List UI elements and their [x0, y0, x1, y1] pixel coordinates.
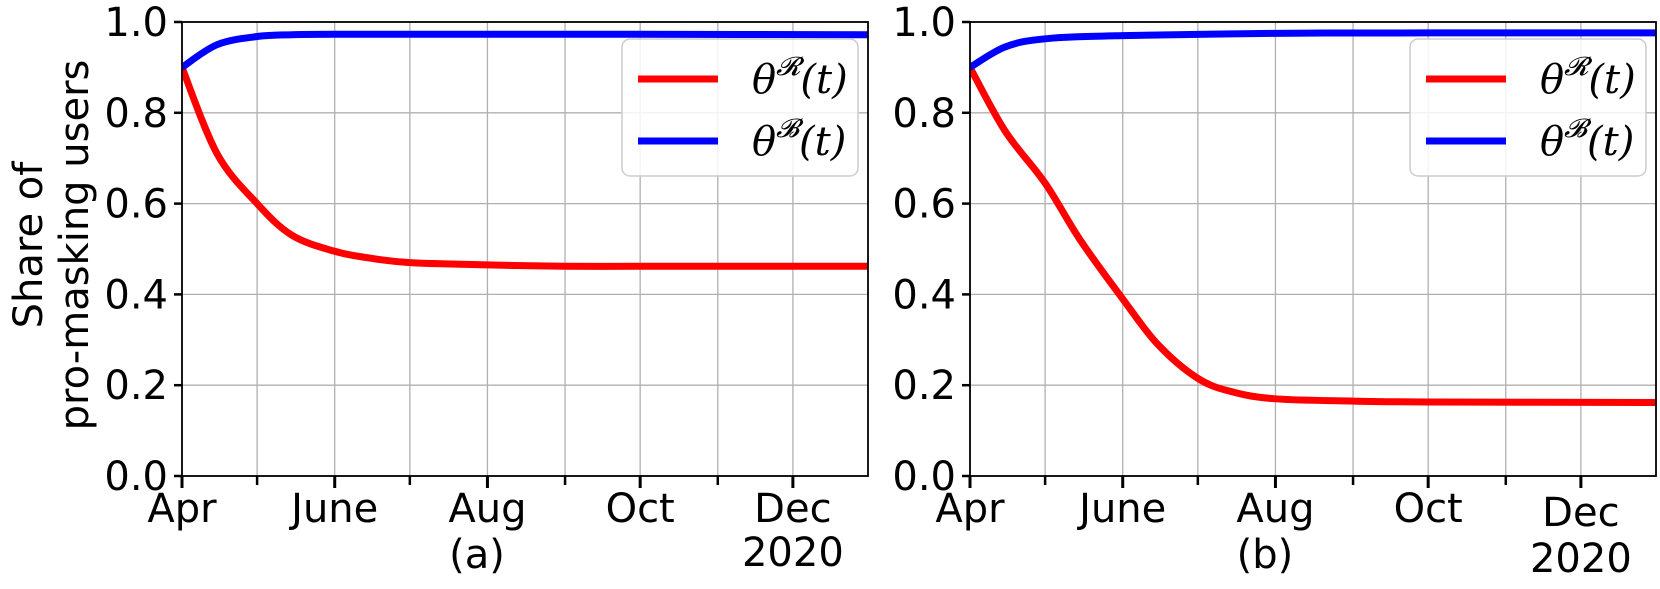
- x-tick-label: Apr: [147, 486, 217, 532]
- x-tick-label: June: [288, 486, 378, 532]
- x-tick-label: June: [1076, 486, 1166, 532]
- x-tick-label: Dec: [754, 486, 831, 532]
- y-tick-label: 1.0: [104, 0, 168, 46]
- y-tick-label: 0.2: [892, 363, 956, 409]
- plot-frame: [969, 21, 1657, 477]
- series-line-theta-b: [182, 30, 868, 71]
- x-tick-label: Apr: [935, 486, 1005, 532]
- y-tick-label: 1.0: [892, 0, 956, 46]
- panel-caption: (a): [449, 532, 505, 578]
- y-tick-label: 0.4: [104, 272, 168, 318]
- series-line-theta-r: [970, 65, 1656, 406]
- x-year-label: 2020: [742, 530, 844, 576]
- legend: θ𝓡(t) θ𝓑(t): [621, 38, 859, 177]
- legend-label: θ𝓑(t): [1540, 114, 1634, 165]
- y-axis-label-line1: Share of: [6, 161, 52, 329]
- y-tick-label: 0.0: [104, 454, 168, 500]
- series-line-theta-r: [182, 66, 868, 270]
- y-tick-label: 0.6: [104, 182, 168, 228]
- y-tick-label: 0.0: [892, 454, 956, 500]
- panel-caption: (b): [1237, 532, 1294, 578]
- x-tick-label: Aug: [448, 486, 526, 532]
- legend-label: θ𝓡(t): [752, 52, 848, 103]
- y-axis-label-line2: pro-masking users: [52, 60, 98, 431]
- x-year-label: 2020: [1530, 536, 1632, 582]
- y-tick-label: 0.2: [104, 363, 168, 409]
- plot-frame: [181, 21, 869, 477]
- series-line-theta-b: [970, 29, 1656, 71]
- x-tick-label: Aug: [1236, 486, 1314, 532]
- y-tick-label: 0.8: [892, 91, 956, 137]
- legend-label: θ𝓡(t): [1540, 52, 1636, 103]
- x-tick-label: Oct: [606, 486, 675, 532]
- y-tick-label: 0.4: [892, 272, 956, 318]
- legend-label: θ𝓑(t): [752, 114, 846, 165]
- y-tick-label: 0.6: [892, 182, 956, 228]
- legend: θ𝓡(t) θ𝓑(t): [1409, 38, 1647, 177]
- y-tick-label: 0.8: [104, 91, 168, 137]
- x-tick-label: Oct: [1394, 486, 1463, 532]
- x-tick-label: Dec: [1542, 490, 1619, 536]
